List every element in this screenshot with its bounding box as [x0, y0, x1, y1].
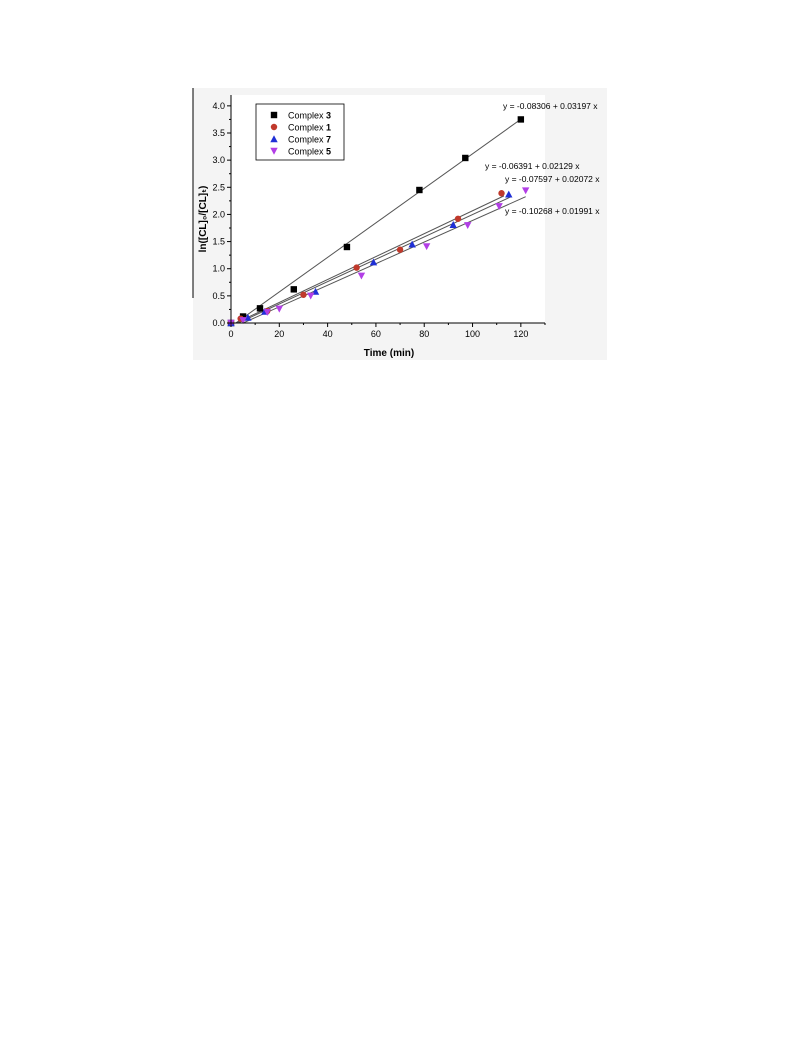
legend-marker — [270, 147, 278, 155]
y-axis-label: ln([CL]₀/[CL]ₜ) — [198, 186, 209, 253]
data-point — [307, 292, 315, 300]
fit-equation-label: y = -0.06391 + 0.02129 x — [485, 161, 580, 171]
data-point — [353, 264, 360, 271]
fit-line — [238, 196, 512, 324]
data-point — [464, 222, 472, 229]
data-point — [521, 187, 530, 195]
fit-equation-label: y = -0.08306 + 0.03197 x — [503, 101, 598, 111]
legend-label: Complex 1 — [288, 123, 331, 133]
x-tick-label: 120 — [513, 329, 528, 339]
data-point — [357, 272, 366, 280]
data-point — [300, 291, 307, 298]
data-point — [256, 305, 264, 312]
data-point — [517, 116, 525, 123]
legend-marker — [270, 111, 278, 119]
fit-labels: y = -0.08306 + 0.03197 x y = -0.06391 + 0… — [485, 101, 600, 216]
fit-equation-label: y = -0.07597 + 0.02072 x — [505, 174, 600, 184]
data-point — [275, 305, 284, 313]
y-tick-label: 1.0 — [212, 264, 225, 274]
data-point — [343, 243, 351, 251]
x-tick-label: 80 — [419, 329, 429, 339]
fit-equation-label: y = -0.10268 + 0.01991 x — [505, 206, 600, 216]
x-tick-label: 40 — [323, 329, 333, 339]
y-tick-label: 0.5 — [212, 291, 225, 301]
x-axis-label: Time (min) — [364, 348, 414, 359]
legend-marker — [270, 135, 278, 143]
data-point — [290, 286, 297, 293]
data-point — [498, 190, 505, 197]
data-point — [408, 240, 416, 248]
legend-label: Complex 3 — [288, 111, 331, 121]
legend: Complex 3 Complex 1 Complex 7 Complex 5 — [255, 103, 345, 161]
x-tick-label: 20 — [274, 329, 284, 339]
data-point — [449, 221, 457, 228]
legend-label: Complex 5 — [288, 147, 331, 157]
data-point — [239, 317, 247, 324]
y-tick-label: 1.5 — [212, 237, 225, 247]
legend-marker — [270, 123, 278, 131]
data-point — [422, 243, 431, 251]
x-tick-label: 100 — [465, 329, 480, 339]
legend-label: Complex 7 — [288, 135, 331, 145]
data-point — [495, 203, 503, 210]
y-tick-label: 0.0 — [212, 318, 225, 328]
data-point — [416, 186, 423, 194]
x-tick-label: 60 — [371, 329, 381, 339]
data-point — [369, 258, 378, 266]
y-tick-label: 3.0 — [212, 155, 225, 165]
data-point — [263, 308, 271, 316]
data-point — [239, 313, 247, 320]
fit-line — [242, 196, 526, 324]
data-point — [396, 246, 404, 253]
axes: 0 20 40 60 80 100 120 0.0 0.5 1.0 1.5 2.0 2.5 3.0 3.5 4… — [212, 95, 546, 339]
data-point — [244, 313, 252, 321]
data-point — [505, 190, 513, 198]
legend-box — [255, 103, 345, 161]
data-point — [454, 215, 462, 222]
y-tick-label: 4.0 — [212, 101, 225, 111]
fit-line — [235, 117, 524, 324]
y-tick-label: 2.0 — [212, 209, 225, 219]
y-tick-label: 2.5 — [212, 182, 225, 192]
x-tick-label: 0 — [228, 329, 233, 339]
data-point — [462, 154, 469, 162]
y-tick-label: 3.5 — [212, 128, 225, 138]
